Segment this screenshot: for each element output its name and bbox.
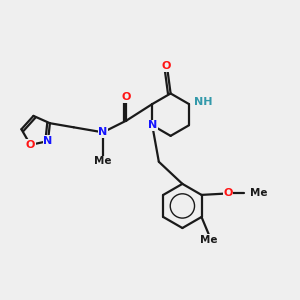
Text: Me: Me [200,235,218,245]
Text: O: O [26,140,35,150]
Text: NH: NH [194,97,213,107]
Text: N: N [98,127,107,137]
Text: Me: Me [250,188,268,198]
Text: O: O [223,188,233,198]
Text: N: N [148,120,157,130]
Text: N: N [44,136,52,146]
Text: O: O [162,61,171,71]
Text: O: O [122,92,131,102]
Text: Me: Me [94,156,112,166]
